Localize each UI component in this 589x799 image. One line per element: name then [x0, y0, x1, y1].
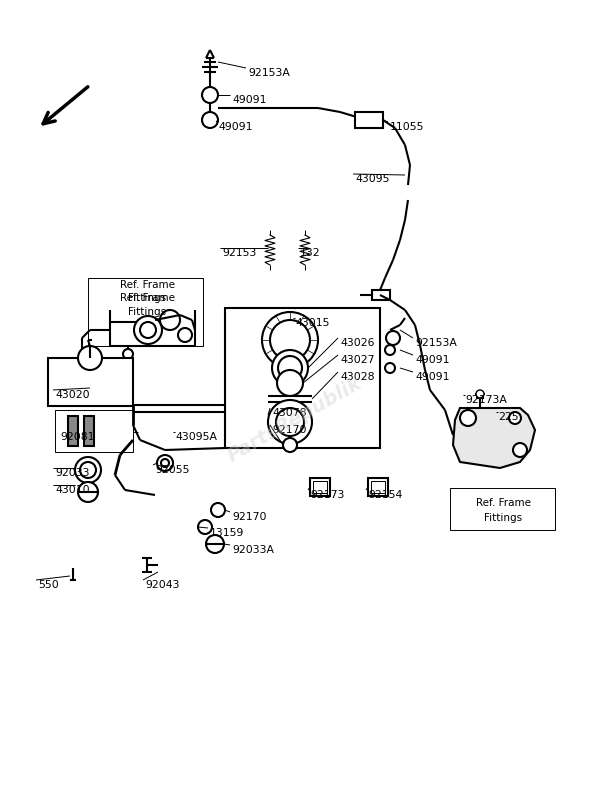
Text: 92170: 92170	[232, 512, 266, 522]
Circle shape	[134, 316, 162, 344]
Bar	[313, 481, 327, 493]
Circle shape	[278, 356, 302, 380]
Bar	[450, 488, 555, 530]
Text: Fittings: Fittings	[128, 307, 166, 317]
Circle shape	[386, 331, 400, 345]
Circle shape	[123, 349, 133, 359]
Bar	[372, 290, 390, 300]
Bar	[310, 478, 330, 496]
Bar	[55, 410, 133, 452]
Circle shape	[476, 390, 484, 398]
Circle shape	[178, 328, 192, 342]
Bar	[225, 308, 380, 448]
Text: 43015: 43015	[295, 318, 329, 328]
Text: 43095: 43095	[355, 174, 389, 184]
Text: 43026: 43026	[340, 338, 375, 348]
Circle shape	[140, 322, 156, 338]
Text: 49091: 49091	[415, 372, 449, 382]
Circle shape	[262, 312, 318, 368]
Circle shape	[460, 410, 476, 426]
Circle shape	[78, 346, 102, 370]
Circle shape	[198, 520, 212, 534]
Text: 43028: 43028	[340, 372, 375, 382]
Text: 92033: 92033	[55, 468, 90, 478]
Text: 43095A: 43095A	[175, 432, 217, 442]
Text: 92153A: 92153A	[248, 68, 290, 78]
Bar	[371, 481, 385, 493]
Text: PartsRepublik: PartsRepublik	[224, 374, 366, 467]
Bar	[48, 358, 133, 406]
Circle shape	[385, 345, 395, 355]
Circle shape	[202, 87, 218, 103]
Text: 11055: 11055	[390, 122, 425, 132]
Text: 92173: 92173	[310, 490, 345, 500]
Text: Fittings: Fittings	[128, 293, 166, 303]
Text: 92173A: 92173A	[465, 395, 507, 405]
Circle shape	[283, 438, 297, 452]
Circle shape	[272, 350, 308, 386]
Text: 132: 132	[300, 248, 320, 258]
Text: 92033A: 92033A	[232, 545, 274, 555]
Text: Fittings: Fittings	[484, 513, 522, 523]
Circle shape	[161, 459, 169, 467]
Text: 92081: 92081	[60, 432, 94, 442]
Text: Ref. Frame: Ref. Frame	[475, 498, 531, 508]
Circle shape	[202, 112, 218, 128]
Text: 92043: 92043	[145, 580, 180, 590]
Circle shape	[270, 320, 310, 360]
Text: 49091: 49091	[232, 95, 266, 105]
Circle shape	[385, 363, 395, 373]
Text: 92055: 92055	[155, 465, 190, 475]
Text: 49091: 49091	[415, 355, 449, 365]
Bar	[355, 112, 383, 128]
Text: 43020: 43020	[55, 390, 90, 400]
Circle shape	[206, 535, 224, 553]
Circle shape	[211, 503, 225, 517]
Circle shape	[268, 400, 312, 444]
Text: 43010: 43010	[55, 485, 90, 495]
Circle shape	[78, 482, 98, 502]
Text: 49091: 49091	[218, 122, 253, 132]
Text: 43027: 43027	[340, 355, 375, 365]
Text: 43078: 43078	[272, 408, 306, 418]
Bar	[368, 478, 388, 496]
Text: 92153A: 92153A	[415, 338, 457, 348]
Circle shape	[80, 462, 96, 478]
Text: Ref. Frame: Ref. Frame	[120, 280, 174, 290]
Bar	[68, 416, 78, 446]
Circle shape	[157, 455, 173, 471]
Bar	[84, 416, 94, 446]
Circle shape	[277, 370, 303, 396]
Circle shape	[160, 310, 180, 330]
Text: 225: 225	[498, 412, 519, 422]
Circle shape	[509, 412, 521, 424]
Text: 13159: 13159	[210, 528, 244, 538]
Text: 550: 550	[38, 580, 59, 590]
Text: 92153: 92153	[222, 248, 256, 258]
Text: 92170: 92170	[272, 425, 306, 435]
Text: 92154: 92154	[368, 490, 402, 500]
Text: Ref. Frame: Ref. Frame	[120, 293, 174, 303]
Circle shape	[276, 408, 304, 436]
Bar	[88, 278, 203, 346]
Polygon shape	[453, 408, 535, 468]
Circle shape	[75, 457, 101, 483]
Circle shape	[513, 443, 527, 457]
